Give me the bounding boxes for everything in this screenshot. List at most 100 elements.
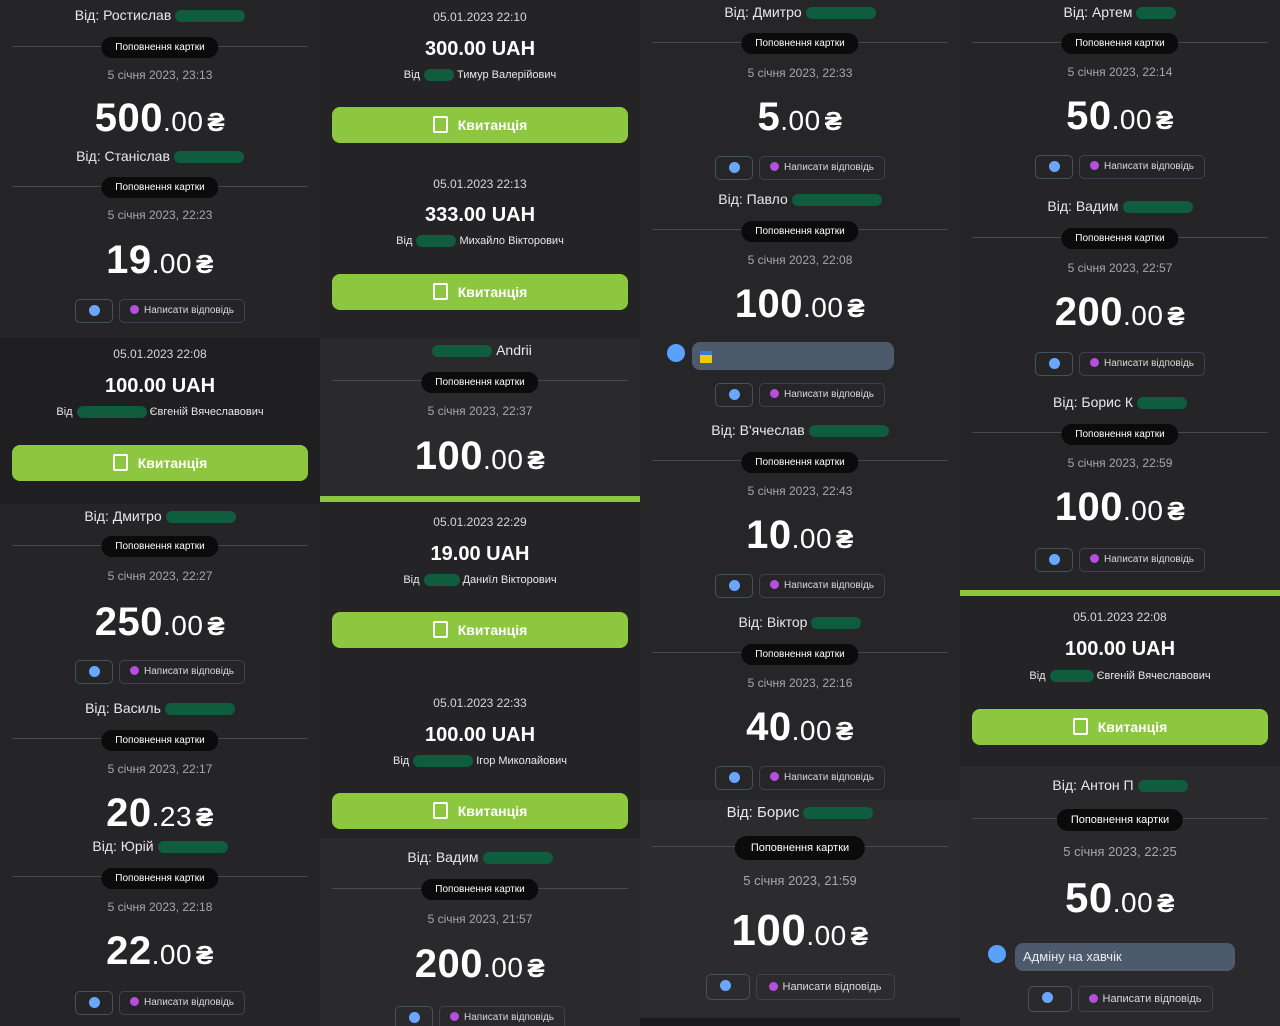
reply-button[interactable]: Написати відповідь: [119, 299, 245, 323]
reply-button[interactable]: Написати відповідь: [759, 766, 885, 790]
receipt-button[interactable]: Квитанція: [972, 709, 1268, 745]
topup-badge: Поповнення картки: [101, 868, 219, 889]
donation-card: Andrii Поповнення картки 5 січня 2023, 2…: [320, 338, 640, 496]
emoji-button[interactable]: [1035, 155, 1073, 179]
topup-badge: Поповнення картки: [101, 536, 219, 557]
receipt-amount: 300.00 UAH: [424, 38, 536, 60]
topup-badge: Поповнення картки: [421, 372, 539, 393]
date: 5 січня 2023, 22:27: [107, 569, 213, 583]
receipt-button[interactable]: Квитанція: [332, 274, 628, 310]
reply-button[interactable]: Написати відповідь: [1079, 352, 1205, 376]
reply-icon: [1090, 358, 1099, 367]
receipt-date: 05.01.2023 22:08: [1073, 610, 1167, 624]
reply-icon: [1090, 554, 1099, 563]
sender-name: Від: Дмитро: [640, 4, 960, 20]
amount: 200.00 ₴: [414, 942, 546, 986]
reply-button[interactable]: Написати відповідь: [119, 991, 245, 1015]
emoji-icon: [1049, 161, 1060, 172]
document-icon: [1072, 718, 1088, 735]
reply-icon: [770, 389, 779, 398]
receipt-date: 05.01.2023 22:33: [433, 696, 527, 710]
sender-name: Від: Борис: [640, 804, 960, 821]
reply-button[interactable]: Написати відповідь: [1079, 548, 1205, 572]
emoji-icon: [729, 772, 740, 783]
date: 5 січня 2023, 22:37: [427, 404, 533, 418]
emoji-button[interactable]: [705, 974, 750, 1000]
date: 5 січня 2023, 21:59: [743, 873, 857, 888]
reply-icon: [1090, 161, 1099, 170]
reply-button[interactable]: Написати відповідь: [1079, 155, 1205, 179]
donation-card: Від: Юрій Поповнення картки 5 січня 2023…: [0, 834, 320, 1026]
topup-badge: Поповнення картки: [734, 836, 866, 860]
amount: 100.00 ₴: [734, 282, 866, 326]
amount: 200.00 ₴: [1054, 290, 1186, 334]
donation-card: Від: Антон П Поповнення картки 5 січня 2…: [960, 766, 1280, 1026]
sender-name: Від: Дмитро: [0, 508, 320, 524]
donation-card: Від: Віктор Поповнення картки 5 січня 20…: [640, 610, 960, 800]
emoji-button[interactable]: [75, 299, 113, 323]
reply-icon: [130, 997, 139, 1006]
comment-icon: [988, 945, 1006, 963]
date: 5 січня 2023, 22:16: [747, 676, 853, 690]
reply-button[interactable]: Написати відповідь: [439, 1006, 565, 1026]
reply-icon: [130, 666, 139, 675]
sender-name: Від: Василь: [0, 700, 320, 716]
emoji-icon: [89, 305, 100, 316]
amount: 19.00 ₴: [106, 238, 214, 282]
emoji-button[interactable]: [715, 383, 753, 407]
emoji-button[interactable]: [75, 660, 113, 684]
donation-card: Від: В'ячеслав Поповнення картки 5 січня…: [640, 414, 960, 610]
sender-name: Від: Станіслав: [0, 148, 320, 164]
document-icon: [432, 116, 448, 133]
amount: 10.00 ₴: [746, 513, 854, 557]
emoji-button[interactable]: [75, 991, 113, 1015]
emoji-icon: [729, 389, 740, 400]
date: 5 січня 2023, 22:18: [107, 900, 213, 914]
emoji-button[interactable]: [715, 574, 753, 598]
reply-button[interactable]: Написати відповідь: [759, 574, 885, 598]
emoji-icon: [729, 580, 740, 591]
document-icon: [112, 454, 128, 471]
screenshot-column-1: Від: Ростислав Поповнення картки 5 січня…: [0, 0, 320, 1026]
emoji-icon: [719, 980, 731, 991]
topup-badge: Поповнення картки: [101, 37, 219, 58]
emoji-icon: [1049, 358, 1060, 369]
screenshot-column-2: 05.01.2023 22:10 300.00 UAH Від Тимур Ва…: [320, 0, 640, 1026]
receipt-date: 05.01.2023 22:13: [433, 177, 527, 191]
emoji-button[interactable]: [1027, 986, 1072, 1012]
amount: 500.00 ₴: [94, 96, 226, 140]
receipt-button[interactable]: Квитанція: [332, 107, 628, 143]
comment-bubble: Адміну на хавчік: [1015, 943, 1235, 971]
emoji-button[interactable]: [1035, 352, 1073, 376]
screenshot-column-4: Від: Артем Поповнення картки 5 січня 202…: [960, 0, 1280, 1026]
reply-button[interactable]: Написати відповідь: [755, 974, 895, 1000]
date: 5 січня 2023, 22:17: [107, 762, 213, 776]
reply-icon: [768, 982, 778, 991]
receipt-amount: 333.00 UAH: [424, 204, 536, 226]
emoji-icon: [1049, 554, 1060, 565]
amount: 40.00 ₴: [746, 705, 854, 749]
comment-icon: [667, 344, 685, 362]
receipt-sender: Від Даниїл Вікторович: [403, 574, 557, 587]
receipt-button[interactable]: Квитанція: [332, 793, 628, 829]
reply-button[interactable]: Написати відповідь: [1077, 986, 1213, 1012]
receipt-button[interactable]: Квитанція: [332, 612, 628, 648]
reply-button[interactable]: Написати відповідь: [119, 660, 245, 684]
receipt-sender: Від Євгеній Вячеславович: [56, 406, 264, 419]
reply-button[interactable]: Написати відповідь: [759, 383, 885, 407]
emoji-icon: [729, 162, 740, 173]
emoji-button[interactable]: [715, 156, 753, 180]
date: 5 січня 2023, 22:14: [1067, 65, 1173, 79]
donation-card: Від: Станіслав Поповнення картки 5 січня…: [0, 142, 320, 338]
reply-button[interactable]: Написати відповідь: [759, 156, 885, 180]
emoji-button[interactable]: [1035, 548, 1073, 572]
receipt-button[interactable]: Квитанція: [12, 445, 308, 481]
reply-icon: [130, 305, 139, 314]
topup-badge: Поповнення картки: [741, 452, 859, 473]
receipt-sender: Від Євгеній Вячеславович: [1029, 670, 1211, 683]
reply-icon: [1088, 994, 1098, 1003]
emoji-icon: [1041, 992, 1053, 1003]
date: 5 січня 2023, 22:33: [747, 66, 853, 80]
emoji-button[interactable]: [715, 766, 753, 790]
emoji-button[interactable]: [395, 1006, 433, 1026]
